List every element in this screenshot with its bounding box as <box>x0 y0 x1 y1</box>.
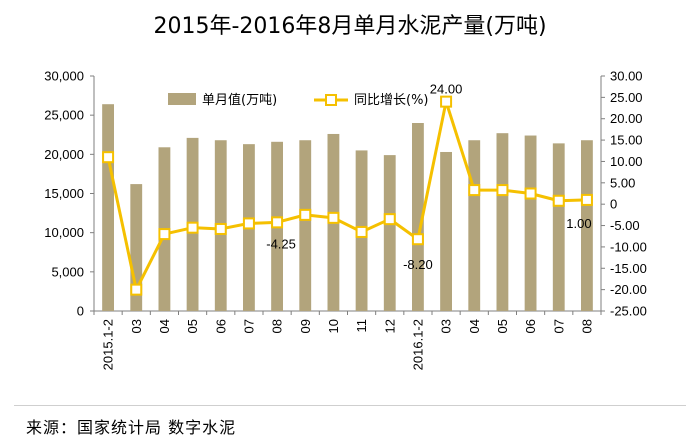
line-point <box>242 217 255 230</box>
x-tick-label: 03 <box>129 319 144 333</box>
line-point <box>299 208 312 221</box>
data-label: 1.00 <box>566 216 591 231</box>
x-tick-label: 08 <box>270 319 285 333</box>
line-group <box>102 95 593 296</box>
bar <box>496 133 509 311</box>
bar <box>299 140 312 311</box>
axes-group: 0 5,000 10,000 15,000 20,000 25,000 30,000 -25.… <box>44 69 647 371</box>
line-point <box>496 184 509 197</box>
line-point <box>468 184 481 197</box>
y-right-tick-label: 5.00 <box>610 175 635 190</box>
bar <box>468 140 481 311</box>
y-right-tick-label: -20.00 <box>610 282 647 297</box>
line-point <box>214 222 227 235</box>
line-point <box>271 216 284 229</box>
line-point <box>524 187 537 200</box>
line-point <box>102 151 115 164</box>
y-right-tick-label: 20.00 <box>610 111 643 126</box>
source-divider <box>14 405 686 406</box>
line-point <box>355 225 368 238</box>
annotations-group: -4.25 -8.20 24.00 1.00 <box>266 82 591 273</box>
legend-line-label: 同比增长(%) <box>354 93 429 108</box>
y-right-tick-label: 30.00 <box>610 69 643 84</box>
x-tick-label: 07 <box>241 319 256 333</box>
x-tick-label: 07 <box>551 319 566 333</box>
y-right-tick-label: 0 <box>610 197 617 212</box>
line-point <box>158 228 171 241</box>
x-tick-label: 06 <box>213 319 228 333</box>
x-tick-label: 04 <box>467 319 482 333</box>
y-right-tick-label: 10.00 <box>610 154 643 169</box>
y-left-tick-label: 15,000 <box>44 186 84 201</box>
y-left-tick-label: 30,000 <box>44 69 84 84</box>
bar <box>412 123 424 311</box>
x-tick-label: 09 <box>298 319 313 333</box>
y-right-tick-label: -15.00 <box>610 261 647 276</box>
bars-group <box>102 104 593 311</box>
data-label: -4.25 <box>266 236 296 251</box>
x-tick-label: 08 <box>579 319 594 333</box>
y-right-tick-label: -25.00 <box>610 304 647 319</box>
x-tick-label: 10 <box>326 319 341 333</box>
legend: 单月值(万吨) 同比增长(%) <box>168 92 429 108</box>
legend-bar-swatch <box>168 93 196 105</box>
line-point <box>440 95 453 108</box>
y-left-tick-label: 10,000 <box>44 225 84 240</box>
x-tick-label: 03 <box>439 319 454 333</box>
legend-line-marker <box>325 94 337 106</box>
chart-title: 2015年-2016年8月单月水泥产量(万吨) <box>153 14 547 39</box>
yoy-line <box>106 100 587 292</box>
y-right-tick-label: -5.00 <box>610 218 640 233</box>
y-left-tick-label: 25,000 <box>44 108 84 123</box>
x-tick-label: 2016.1-2 <box>410 319 425 370</box>
y-left-tick-label: 20,000 <box>44 147 84 162</box>
line-point <box>552 194 565 207</box>
data-label: 24.00 <box>430 82 463 97</box>
line-point <box>383 213 396 226</box>
y-right-tick-label: 15.00 <box>610 133 643 148</box>
bar <box>524 135 537 311</box>
data-label: -8.20 <box>403 257 433 272</box>
x-tick-label: 11 <box>354 319 369 333</box>
x-tick-label: 2015.1-2 <box>101 319 116 370</box>
line-point <box>411 233 424 246</box>
x-tick-label: 06 <box>523 319 538 333</box>
y-left-tick-label: 5,000 <box>51 264 84 279</box>
bar <box>581 140 593 311</box>
bar <box>440 151 452 311</box>
line-point <box>130 283 143 296</box>
x-tick-label: 05 <box>495 319 510 333</box>
x-tick-label: 05 <box>185 319 200 333</box>
x-tick-label: 04 <box>157 319 172 333</box>
line-point <box>327 211 340 224</box>
bar <box>552 143 565 311</box>
x-tick-label: 12 <box>382 319 397 333</box>
legend-bar-label: 单月值(万吨) <box>202 92 277 108</box>
line-point <box>186 221 199 234</box>
bar <box>102 104 114 311</box>
y-left-tick-label: 0 <box>77 304 84 319</box>
bar <box>130 184 143 311</box>
y-right-tick-label: -10.00 <box>610 239 647 254</box>
bar <box>383 155 396 311</box>
source-text: 来源：国家统计局 数字水泥 <box>26 418 237 437</box>
line-point <box>580 193 593 206</box>
y-right-tick-label: 25.00 <box>610 90 643 105</box>
